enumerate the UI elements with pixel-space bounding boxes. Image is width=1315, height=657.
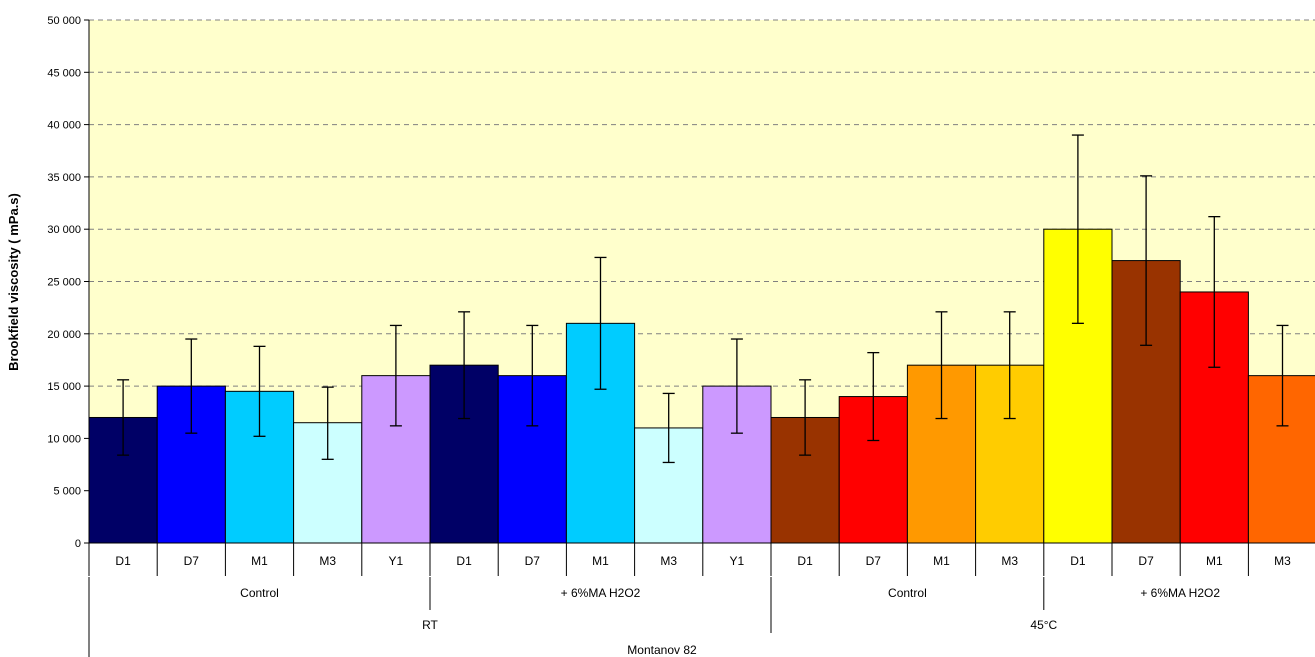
- y-axis: 0 5 000 10 000 15 000 20 000 25 000 30 000 35 0…: [47, 15, 90, 550]
- y-tick-label: 0: [75, 538, 81, 550]
- group-label: Control: [240, 586, 279, 600]
- group-label: + 6%MA H2O2: [561, 586, 641, 600]
- y-tick-label: 20 000: [47, 329, 81, 341]
- y-tick-label: 10 000: [47, 433, 81, 445]
- category-label: M3: [1001, 554, 1018, 568]
- supergroup-label: RT: [422, 618, 438, 632]
- category-label: D7: [184, 554, 200, 568]
- supergroup-label: 45°C: [1030, 618, 1057, 632]
- category-label: M3: [319, 554, 336, 568]
- category-label: D1: [1070, 554, 1086, 568]
- category-label: M3: [660, 554, 677, 568]
- y-tick-label: 15 000: [47, 381, 81, 393]
- group-label: Control: [888, 586, 927, 600]
- category-label: M1: [933, 554, 950, 568]
- bar: [1247, 375, 1315, 544]
- category-label: M3: [1274, 554, 1291, 568]
- category-label: Y1: [730, 554, 745, 568]
- category-label: D7: [866, 554, 882, 568]
- category-label: D1: [456, 554, 472, 568]
- y-tick-label: 5 000: [53, 486, 81, 498]
- outer-label: Montanov 82: [627, 643, 697, 657]
- category-label: Y1: [389, 554, 404, 568]
- category-label: D7: [1138, 554, 1154, 568]
- category-label: M1: [592, 554, 609, 568]
- y-axis-label: Brookfield viscosity ( mPa.s): [6, 193, 21, 371]
- y-tick-label: 30 000: [47, 224, 81, 236]
- category-label: D1: [115, 554, 131, 568]
- y-tick-label: 45 000: [47, 67, 81, 79]
- x-axis: D1 D7 M1 M3 Y1 D1 D7 M1 M3 Y1 D1 D7 M1 M3 D1 D7 M1 M3 Cont…: [88, 542, 1315, 657]
- group-label: + 6%MA H2O2: [1140, 586, 1220, 600]
- y-tick-label: 25 000: [47, 277, 81, 289]
- y-tick-label: 50 000: [47, 15, 81, 27]
- category-label: M1: [1206, 554, 1223, 568]
- error-bars: [117, 134, 1289, 464]
- category-label: M1: [251, 554, 268, 568]
- category-label: D7: [525, 554, 541, 568]
- y-tick-label: 40 000: [47, 120, 81, 132]
- category-label: D1: [797, 554, 813, 568]
- y-tick-label: 35 000: [47, 172, 81, 184]
